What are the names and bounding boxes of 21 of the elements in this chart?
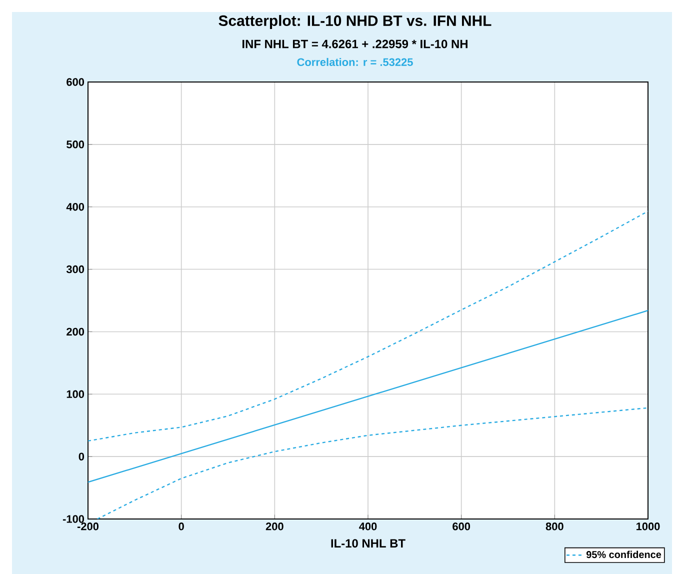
line-series	[88, 210, 648, 442]
x-tick-label: 200	[266, 522, 284, 530]
y-tick-label: 300	[66, 265, 84, 274]
y-tick-label: -100	[62, 515, 84, 523]
chart-title: Scatterplot: IL-10 NHD BT vs. IFN NHL	[218, 15, 492, 29]
x-tick-label: -200	[77, 522, 99, 530]
y-tick-label: 400	[66, 202, 84, 211]
legend-label: 95% confidence	[586, 550, 662, 558]
y-tick-label: 100	[66, 390, 84, 398]
chart-subtitle: INF NHL BT = 4.6261 + .22959 * IL-10 NH	[242, 40, 468, 48]
y-tick-label: 500	[66, 140, 84, 148]
y-tick-label: 600	[66, 78, 84, 86]
x-tick-label: 600	[452, 522, 470, 530]
x-axis-title: IL-10 NHL BT	[331, 539, 406, 548]
y-tick-label: 200	[66, 328, 84, 336]
x-tick-label: 0	[178, 522, 184, 530]
x-tick-label: 400	[359, 522, 377, 530]
x-tick-label: 1000	[636, 522, 660, 530]
y-tick-label: 0	[78, 452, 84, 460]
x-tick-label: 800	[546, 522, 564, 530]
text: Correlation: r = .53225	[297, 58, 413, 66]
